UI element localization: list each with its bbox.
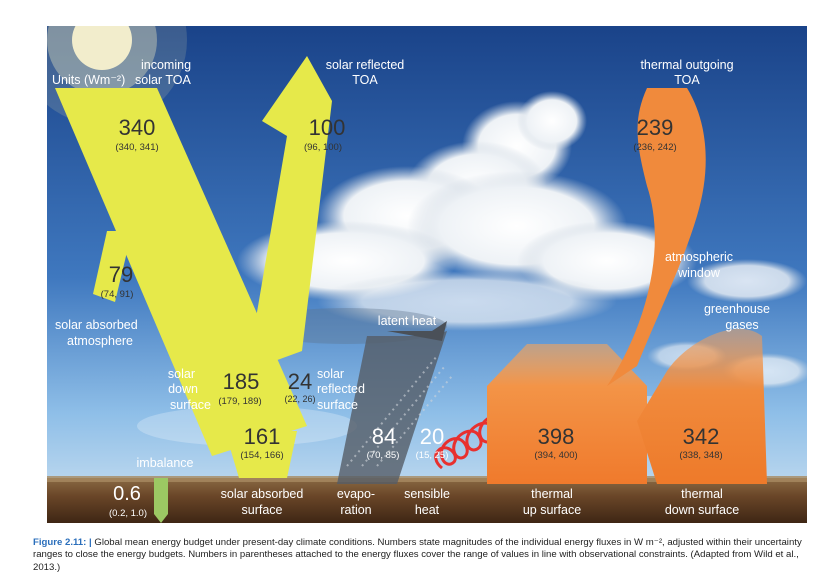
- sensible-heat-label-line2: heat: [415, 503, 440, 517]
- evaporation-label-line2: ration: [340, 503, 371, 517]
- solar-reflected-surface-value: 24: [288, 369, 312, 394]
- ground-background: [47, 478, 807, 523]
- latent-heat-arrow: [337, 321, 453, 484]
- sensible-heat-range: (15, 25): [416, 450, 449, 461]
- imbalance-arrow: [154, 478, 168, 523]
- solar-absorbed-surface-value: 161: [244, 424, 281, 449]
- thermal-up-surface-value: 398: [538, 424, 575, 449]
- solar-down-surface-label-line2: down: [168, 382, 198, 396]
- incoming-solar-value: 340: [119, 115, 156, 140]
- solar-reflected-surface-label-line1: solar: [317, 367, 344, 381]
- thermal-down-surface-label-line1: thermal: [681, 487, 723, 501]
- solar-reflected-surface-label-line3: surface: [317, 398, 358, 412]
- horizon-line: [47, 476, 807, 482]
- solar-absorbed-atmosphere-label-line2: atmosphere: [67, 334, 133, 348]
- thermal-outgoing-toa-range: (236, 242): [633, 142, 676, 153]
- units-label: Units (Wm⁻²): [52, 73, 125, 87]
- imbalance-value: 0.6: [113, 483, 141, 505]
- incoming-solar-label-line2: solar TOA: [135, 73, 191, 87]
- evaporation-range: (70, 85): [367, 450, 400, 461]
- solar-absorbed-surface-label-line2: surface: [242, 503, 283, 517]
- solar-down-surface-label-line3: surface: [170, 398, 211, 412]
- incoming-solar-label-line1: incoming: [141, 58, 191, 72]
- evaporation-value: 84: [372, 424, 396, 449]
- solar-incoming-arrow: [55, 88, 307, 456]
- evaporation-label-line1: evapo-: [337, 487, 375, 501]
- sensible-heat-label-line1: sensible: [404, 487, 450, 501]
- caption-separator: |: [89, 537, 92, 548]
- caption-text: Global mean energy budget under present-…: [33, 537, 802, 573]
- atmospheric-window-label-line2: window: [677, 266, 721, 280]
- greenhouse-gases-label-line2: gases: [725, 318, 758, 332]
- solar-down-surface-label-line1: solar: [168, 367, 195, 381]
- thermal-flux-arrows: [487, 88, 767, 484]
- greenhouse-gases-label-line1: greenhouse: [704, 302, 770, 316]
- imbalance-range: (0.2, 1.0): [109, 508, 147, 519]
- imbalance-label: imbalance: [137, 456, 194, 470]
- thermal-outgoing-toa-label-line1: thermal outgoing: [640, 58, 733, 72]
- atmospheric-window-label-line1: atmospheric: [665, 250, 733, 264]
- solar-absorbed-atmosphere-value: 79: [109, 262, 133, 287]
- solar-down-surface-range: (179, 189): [218, 396, 261, 407]
- solar-reflected-toa-range: (96, 100): [304, 142, 342, 153]
- figure-label: Figure 2.11:: [33, 537, 87, 548]
- thermal-up-surface-arrow: [487, 344, 647, 484]
- energy-budget-diagram: Units (Wm⁻²) incoming solar TOA 340 (340…: [47, 26, 807, 523]
- solar-absorbed-atmosphere-range: (74, 91): [101, 289, 134, 300]
- thermal-up-surface-label-line2: up surface: [523, 503, 581, 517]
- sensible-heat-value: 20: [420, 424, 444, 449]
- solar-reflected-surface-range: (22, 26): [284, 394, 315, 404]
- figure-caption: Figure 2.11: | Global mean energy budget…: [33, 537, 823, 574]
- thermal-down-surface-label-line2: down surface: [665, 503, 739, 517]
- thermal-outgoing-toa-value: 239: [637, 115, 674, 140]
- solar-reflected-toa-label-line2: TOA: [352, 73, 378, 87]
- solar-down-surface-value: 185: [223, 369, 260, 394]
- solar-absorbed-surface-range: (154, 166): [240, 450, 283, 461]
- solar-absorbed-surface-arrow: [225, 431, 297, 478]
- thermal-up-surface-label-line1: thermal: [531, 487, 573, 501]
- thermal-down-surface-range: (338, 348): [679, 450, 722, 461]
- latent-heat-label: latent heat: [378, 314, 437, 328]
- solar-reflected-toa-value: 100: [309, 115, 346, 140]
- solar-reflected-surface-label-line2: reflected: [317, 382, 365, 396]
- solar-flux-arrows: [55, 56, 332, 478]
- thermal-down-surface-value: 342: [683, 424, 720, 449]
- solar-reflected-toa-arrow: [247, 56, 332, 371]
- cloud-group: [137, 91, 807, 446]
- thermal-outgoing-toa-arrow: [607, 88, 706, 386]
- solar-absorbed-atmosphere-arrow: [93, 231, 132, 302]
- thermal-up-surface-range: (394, 400): [534, 450, 577, 461]
- solar-absorbed-surface-label-line1: solar absorbed: [221, 487, 304, 501]
- thermal-down-surface-arrow: [637, 328, 767, 484]
- solar-reflected-toa-label-line1: solar reflected: [326, 58, 405, 72]
- incoming-solar-range: (340, 341): [115, 142, 158, 153]
- solar-absorbed-atmosphere-label-line1: solar absorbed: [55, 318, 138, 332]
- thermal-outgoing-toa-label-line2: TOA: [674, 73, 700, 87]
